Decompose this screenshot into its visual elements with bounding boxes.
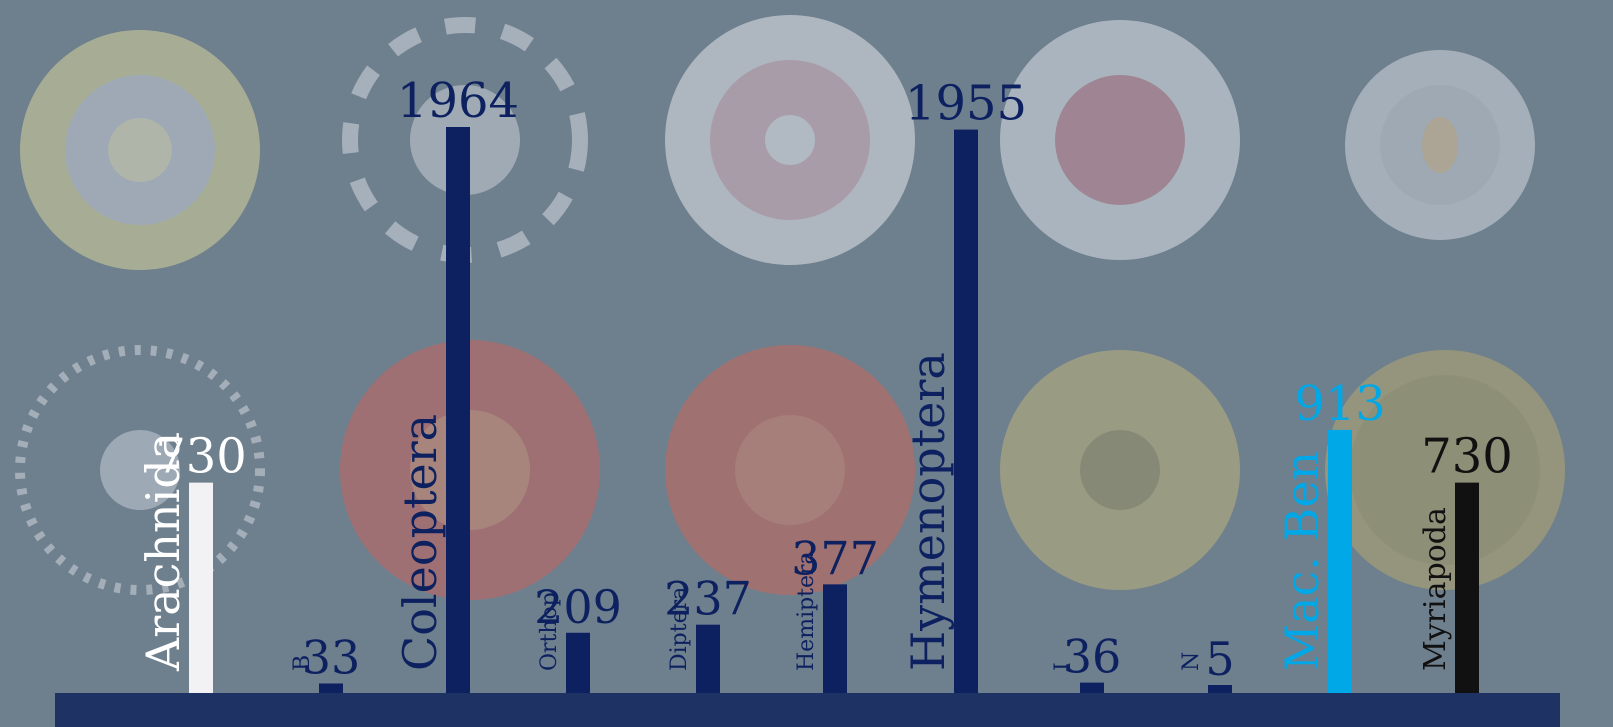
bar-orthop (566, 632, 590, 693)
bar-value-label: 36 (1063, 630, 1122, 684)
bar-coleoptera (446, 127, 470, 693)
bar-arachnida (189, 482, 213, 693)
bar-hemiptera (823, 584, 847, 693)
category-label: Myriapoda (1418, 507, 1453, 671)
category-label: Arachnida (136, 432, 190, 672)
category-label: I (1051, 662, 1076, 671)
category-label: Hemiptera (794, 551, 819, 671)
bar-value-label: 730 (155, 429, 247, 485)
radiolarian-illustration (665, 345, 915, 595)
radiolarian-illustration (1345, 50, 1535, 240)
radiolarian-illustration (20, 30, 260, 270)
bar-diptera (696, 624, 720, 693)
background-illustrations (15, 15, 1565, 600)
bar-value-label: 209 (534, 580, 622, 634)
category-label: B (290, 655, 315, 671)
bar-myriapoda (1455, 482, 1479, 693)
bar-value-label: 237 (664, 572, 752, 626)
category-label: Hymenoptera (901, 352, 955, 671)
radiolarian-illustration (1000, 350, 1240, 590)
category-label: Orthop (537, 592, 562, 671)
bar-value-label: 1964 (397, 73, 519, 129)
bar-i (1080, 682, 1104, 693)
bar-value-label: 5 (1205, 632, 1234, 686)
radiolarian-illustration (665, 15, 915, 265)
bar-value-label: 730 (1421, 429, 1513, 485)
radiolarian-illustration (1325, 350, 1565, 590)
bar-value-label: 913 (1294, 376, 1386, 432)
bar-n (1208, 685, 1232, 693)
bar-value-label: 1955 (905, 76, 1027, 132)
x-axis-baseline (55, 693, 1560, 727)
bar-hymenoptera (954, 129, 978, 693)
bar-value-label: 33 (302, 630, 361, 684)
bar-b (319, 683, 343, 693)
category-label: Mac. Ben (1275, 451, 1329, 671)
category-label: Coleoptera (393, 414, 447, 671)
bar-value-label: 377 (791, 531, 879, 585)
category-label: Diptera (667, 587, 692, 671)
category-label: N (1179, 652, 1204, 671)
bar-mac-ben (1328, 429, 1352, 693)
radiolarian-illustration (15, 345, 265, 595)
radiolarian-illustration (1000, 20, 1240, 260)
